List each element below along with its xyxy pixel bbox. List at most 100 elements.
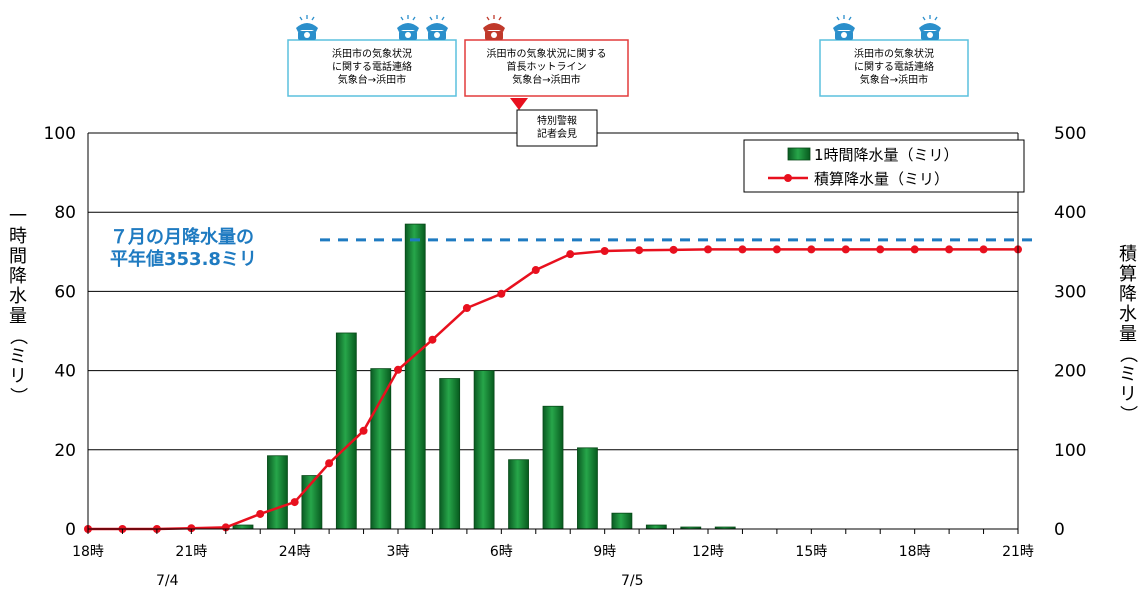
bar [439, 378, 461, 530]
y-axis-label-char: ミ [9, 346, 27, 367]
annotation-text: 特別警報 [537, 114, 577, 127]
y2-tick-label: 0 [1054, 520, 1065, 540]
annotation-text: 浜田市の気象状況 [332, 47, 412, 60]
line-point [738, 245, 747, 254]
annotation-text: 気象台→浜田市 [512, 73, 580, 86]
axes [87, 133, 1019, 534]
y-axis-label-char: 一 [9, 206, 27, 227]
line-series-path [88, 248, 1018, 531]
x-tick-label: 18時 [899, 544, 931, 560]
line-point [394, 365, 402, 374]
y-axis-label-char: 間 [9, 246, 27, 267]
annotation-box [287, 39, 457, 97]
bar [542, 405, 564, 530]
line-point [669, 245, 678, 254]
y2-axis-label-char: 降 [1119, 284, 1137, 305]
annotation-text: 気象台→浜田市 [860, 73, 928, 86]
line-point [876, 245, 885, 254]
line-point [566, 250, 575, 259]
y-tick-label: 60 [54, 282, 76, 302]
y2-axis-label-char: 量 [1119, 324, 1137, 345]
annotation-text: 記者会見 [537, 127, 577, 140]
x-tick-label: 3時 [387, 544, 410, 560]
bar [404, 223, 426, 530]
annotation-box [516, 109, 598, 147]
y2-tick-label: 300 [1054, 282, 1086, 302]
bar-series [232, 223, 736, 530]
bar [577, 447, 598, 530]
y-tick-label: 100 [44, 124, 76, 144]
annotation-text: 首長ホットライン [507, 60, 587, 73]
reference-label: 平年値353.8ミリ [110, 248, 257, 270]
x-tick-label: 9時 [593, 544, 616, 560]
line-point [497, 289, 506, 298]
line-point [635, 246, 644, 255]
bar [473, 370, 495, 530]
reference-label: ７月の月降水量の [110, 226, 254, 248]
y-axis-label-char: ） [7, 387, 28, 405]
phone-icon [296, 15, 318, 40]
y-axis-label-char: 量 [9, 306, 27, 327]
line-point [841, 245, 850, 254]
y-axis-label-char: （ [7, 327, 28, 345]
annotation-text: に関する電話連絡 [332, 60, 412, 73]
line-point [600, 247, 609, 256]
annotation-text: に関する電話連絡 [854, 60, 934, 73]
y-axis-label-char: 降 [9, 266, 27, 287]
y2-axis-label-char: 算 [1119, 264, 1137, 285]
bar [232, 524, 254, 530]
line-point [428, 335, 437, 344]
y-tick-label: 80 [54, 203, 76, 223]
x-tick-label: 18時 [72, 544, 104, 560]
y-axis-label-char: 時 [9, 226, 27, 247]
line-point [704, 245, 712, 254]
legend-label: 積算降水量（ミリ） [814, 170, 949, 188]
tick-labels: 0 20 40 60 80 100 0 100 200 300 400 500 18時 21時 24時 3時 6… [7, 124, 1138, 589]
bar [335, 332, 357, 530]
y2-axis-label-char: 積 [1119, 244, 1137, 265]
legend-swatch-bar [787, 147, 811, 161]
marker-triangle [510, 98, 528, 110]
phone-icon [426, 15, 448, 40]
y-tick-label: 20 [54, 441, 76, 461]
y2-axis-label-char: 水 [1119, 304, 1137, 325]
line-point [187, 524, 196, 533]
date-label: 7/5 [621, 573, 644, 589]
line-point [531, 266, 540, 275]
x-tick-label: 24時 [279, 544, 311, 560]
line-point [910, 245, 919, 254]
x-tick-label: 21時 [175, 544, 207, 560]
annotation-box [819, 39, 969, 97]
line-point [807, 245, 816, 254]
x-tick-label: 15時 [795, 544, 827, 560]
bar [370, 368, 392, 530]
y2-axis-label-char: ） [1117, 405, 1138, 423]
y2-axis-label-char: リ [1119, 384, 1137, 405]
line-point [290, 498, 299, 507]
y2-tick-label: 400 [1054, 203, 1086, 223]
legend: 1時間降水量（ミリ） 積算降水量（ミリ） [743, 139, 1025, 193]
annotation-text: 浜田市の気象状況に関する [487, 47, 607, 60]
x-tick-label: 21時 [1002, 544, 1034, 560]
y-axis-label-char: 水 [9, 286, 27, 307]
y2-tick-label: 500 [1054, 124, 1086, 144]
x-tick-label: 6時 [490, 544, 513, 560]
phone-icon [833, 15, 855, 40]
annotation-box [464, 39, 629, 97]
annotation-text: 気象台→浜田市 [338, 73, 406, 86]
line-point [256, 509, 265, 518]
bar [611, 512, 633, 530]
line-point [359, 426, 368, 435]
y-tick-label: 0 [65, 520, 76, 540]
phone-icon [483, 15, 505, 40]
x-tick-label: 12時 [692, 544, 724, 560]
line-point [945, 245, 954, 254]
y2-tick-label: 100 [1054, 441, 1086, 461]
y2-axis-label-char: ミ [1119, 364, 1137, 385]
y2-axis-label-char: （ [1117, 345, 1138, 363]
y-axis-label-char: リ [9, 366, 27, 387]
phone-icon [919, 15, 941, 40]
bar [267, 455, 288, 530]
